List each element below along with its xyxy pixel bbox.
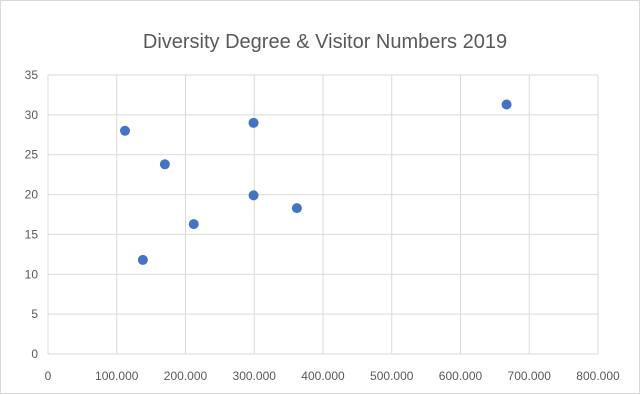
data-points [120,99,512,265]
scatter-point [120,125,130,136]
y-tick-label: 35 [25,68,39,82]
x-axis-tick-labels: 0 100.000 200.000 300.000 400.000 500.000 600.… [45,369,620,383]
y-tick-label: 5 [31,307,38,321]
scatter-point [188,219,199,230]
y-axis-tick-labels: 0 5 10 15 20 25 30 35 [25,68,39,361]
grid [48,74,599,354]
x-tick-label: 200.000 [164,369,208,383]
x-tick-label: 700.000 [508,369,552,383]
x-tick-label: 300.000 [233,369,277,383]
scatter-point [501,99,512,110]
y-tick-label: 15 [25,227,39,241]
chart-title: Diversity Degree & Visitor Numbers 2019 [143,31,507,53]
x-tick-label: 0 [45,369,52,383]
scatter-point [291,203,302,214]
scatter-point [248,117,259,128]
scatter-point [159,159,170,170]
y-tick-label: 0 [31,347,38,361]
y-tick-label: 10 [25,267,39,281]
y-tick-label: 25 [25,148,39,162]
x-tick-label: 400.000 [301,369,345,383]
x-tick-label: 500.000 [370,369,414,383]
x-tick-label: 800.000 [576,369,620,383]
x-tick-label: 600.000 [439,369,483,383]
y-tick-label: 20 [25,188,39,202]
scatter-point [137,254,148,265]
scatter-point [248,190,259,201]
y-tick-label: 30 [25,108,39,122]
axes [47,75,598,355]
x-tick-label: 100.000 [95,369,139,383]
